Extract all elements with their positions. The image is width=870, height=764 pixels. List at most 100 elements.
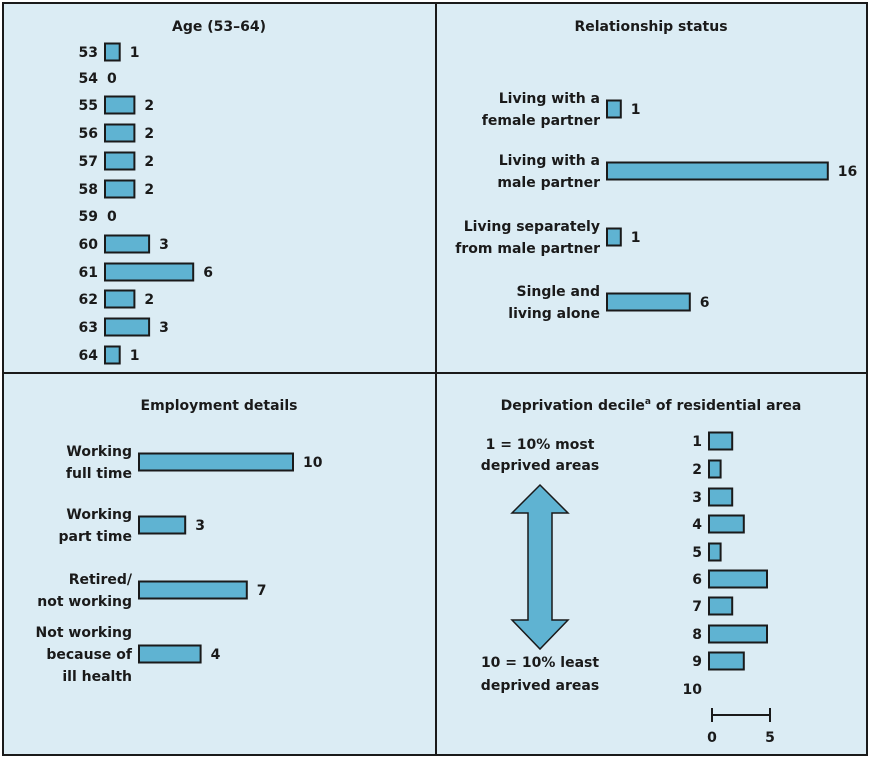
category-label: Living with a male partner [497,153,600,191]
bar [104,42,121,62]
category-label-line: Not working [36,625,132,641]
category-label: Working full time [66,444,132,482]
deprivation-chart: 1 2 3 4 5 6 7 8 9 10 [683,431,768,698]
category-label-line: ill health [62,669,132,685]
value-label: 2 [144,292,154,308]
scale-tick-label: 0 [707,730,717,746]
category-label-line: 8 [692,627,702,643]
relationship-chart: Living with a female partner 1 Living with … [455,91,857,322]
category-label-line: living alone [508,306,600,322]
relationship-title: Relationship status [574,19,727,35]
category-label-line: 1 [692,434,702,450]
category-label-line: Working [66,507,132,523]
bar [606,292,691,312]
category-label-line: 64 [79,348,99,364]
category-label-line: 60 [79,237,99,253]
category-label: Living with a female partner [482,91,600,129]
category-label: 5 [692,545,702,561]
category-label-line: not working [37,594,132,610]
category-label: Single and living alone [508,284,600,322]
category-label: 59 [79,209,98,225]
category-label-line: 54 [79,71,99,87]
category-label: 64 [79,348,99,364]
category-label-line: Single and [517,284,600,300]
category-label-line: 10 [683,682,703,698]
category-label-line: Living with a [499,153,600,169]
bar [606,161,829,181]
category-label: Working part time [58,507,132,545]
panel-age [3,3,436,373]
category-label-line: because of [46,647,133,663]
bar [104,317,151,337]
category-label-line: 57 [79,154,98,170]
category-label: 10 [683,682,703,698]
value-label: 4 [211,647,221,663]
value-label: 2 [144,182,154,198]
category-label-line: 2 [692,462,702,478]
value-label: 2 [144,154,154,170]
category-label: 1 [692,434,702,450]
category-label: 8 [692,627,702,643]
age-title: Age (53–64) [172,19,266,35]
panel-employment [3,373,436,755]
value-label: 6 [203,265,213,281]
bar [104,95,136,115]
bar [104,151,136,171]
value-label: 0 [107,71,117,87]
value-label: 3 [159,320,169,336]
bar [138,644,202,664]
bar [708,487,734,507]
deprivation-annotation-top-line-1: 1 = 10% most [486,437,595,453]
category-label-line: 7 [692,599,702,615]
employment-chart: Working full time 10 Working part time 3 Retir… [36,444,323,685]
category-label: 55 [79,98,98,114]
category-label-line: 9 [692,654,702,670]
category-label-line: 53 [79,45,98,61]
bar [708,542,722,562]
bar [708,514,745,534]
category-label-line: 61 [79,265,98,281]
category-label: 56 [79,126,98,142]
value-label: 6 [700,295,710,311]
category-label-line: 4 [692,517,702,533]
age-chart: 53 1 54 0 55 2 56 2 57 2 58 2 59 0 60 3 61 6 62 2 63 3 64 1 [79,42,213,365]
category-label: Not working because of ill health [36,625,133,685]
value-label: 1 [631,102,641,118]
category-label-line: from male partner [455,241,600,257]
bar [708,431,734,451]
deprivation-annotation-bottom-line-2: deprived areas [481,678,599,694]
category-label-line: Living separately [464,219,600,235]
category-label: Living separately from male partner [455,219,600,257]
category-label-line: 55 [79,98,98,114]
category-label-line: 5 [692,545,702,561]
category-label: 60 [79,237,99,253]
category-label-line: Living with a [499,91,600,107]
category-label-line: male partner [497,175,600,191]
bar [138,452,294,472]
category-label-line: Retired/ [69,572,133,588]
category-label: 62 [79,292,98,308]
value-label: 1 [130,45,140,61]
category-label: 54 [79,71,99,87]
panel-deprivation [436,373,867,755]
bar [138,580,248,600]
category-label: 57 [79,154,98,170]
deprivation-title-superscript: a [645,397,651,407]
category-label-line: 6 [692,572,702,588]
bar [104,262,195,282]
bar [708,569,768,589]
category-label: 4 [692,517,702,533]
category-label: 2 [692,462,702,478]
scale-tick-label: 5 [765,730,775,746]
value-label: 3 [159,237,169,253]
value-label: 7 [257,583,267,599]
category-label-line: 59 [79,209,98,225]
category-label: 6 [692,572,702,588]
category-label-line: female partner [482,113,600,129]
category-label: 3 [692,490,702,506]
bar [104,179,136,199]
bar [104,345,121,365]
category-label: 63 [79,320,98,336]
